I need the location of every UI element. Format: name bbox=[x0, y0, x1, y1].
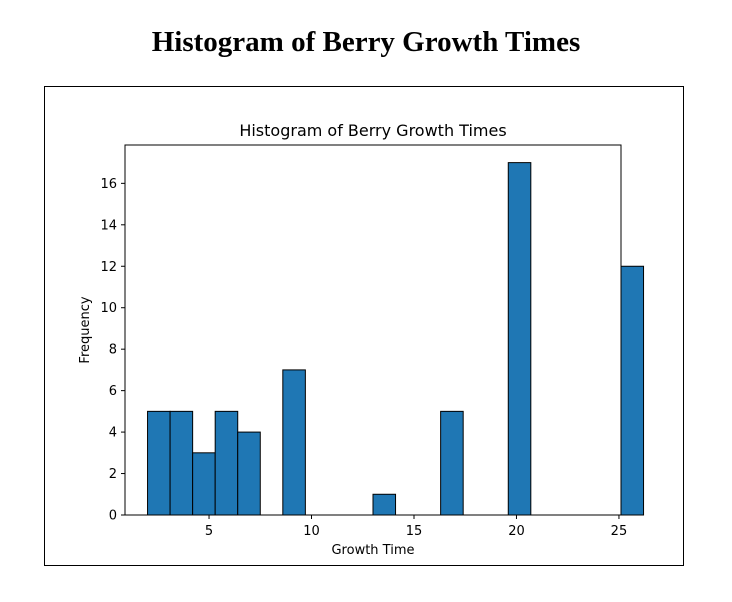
histogram-bar bbox=[237, 431, 261, 516]
x-axis-label: Growth Time bbox=[331, 543, 414, 558]
x-tick-label: 5 bbox=[205, 524, 213, 539]
histogram-chart: Histogram of Berry Growth Times 5 10 15 20 2… bbox=[78, 121, 645, 558]
histogram-bar bbox=[282, 369, 306, 516]
page-title: Histogram of Berry Growth Times bbox=[151, 26, 581, 58]
y-tick-label: 6 bbox=[109, 384, 117, 399]
bars-group bbox=[147, 162, 645, 516]
y-tick-label: 16 bbox=[100, 177, 117, 192]
histogram-bar bbox=[372, 493, 397, 516]
x-tick-label: 25 bbox=[611, 524, 628, 539]
x-tick-label: 10 bbox=[303, 524, 320, 539]
chart-frame: Histogram of Berry Growth Times 5 10 15 20 2… bbox=[44, 86, 684, 566]
chart-title: Histogram of Berry Growth Times bbox=[239, 121, 506, 140]
y-tick-label: 0 bbox=[109, 509, 117, 524]
histogram-bar bbox=[620, 265, 645, 516]
y-tick-label: 8 bbox=[109, 343, 117, 358]
histogram-bar bbox=[440, 410, 464, 516]
y-tick-label: 2 bbox=[109, 467, 117, 482]
x-tick-label: 15 bbox=[406, 524, 423, 539]
y-axis-label: Frequency bbox=[78, 296, 93, 363]
y-tick-label: 4 bbox=[109, 426, 117, 441]
histogram-bar bbox=[214, 410, 239, 516]
y-tick-label: 10 bbox=[100, 301, 117, 316]
y-tick-label: 12 bbox=[100, 260, 117, 275]
histogram-bar bbox=[147, 410, 171, 516]
histogram-bar bbox=[192, 452, 216, 516]
y-tick-label: 14 bbox=[100, 218, 117, 233]
x-axis-ticks: 5 10 15 20 25 bbox=[205, 515, 627, 539]
x-tick-label: 20 bbox=[508, 524, 525, 539]
y-axis-ticks: 0 2 4 6 8 10 12 14 16 bbox=[100, 177, 125, 524]
histogram-bar bbox=[169, 410, 194, 516]
histogram-bar bbox=[507, 162, 532, 516]
plot-area-border bbox=[124, 144, 622, 516]
